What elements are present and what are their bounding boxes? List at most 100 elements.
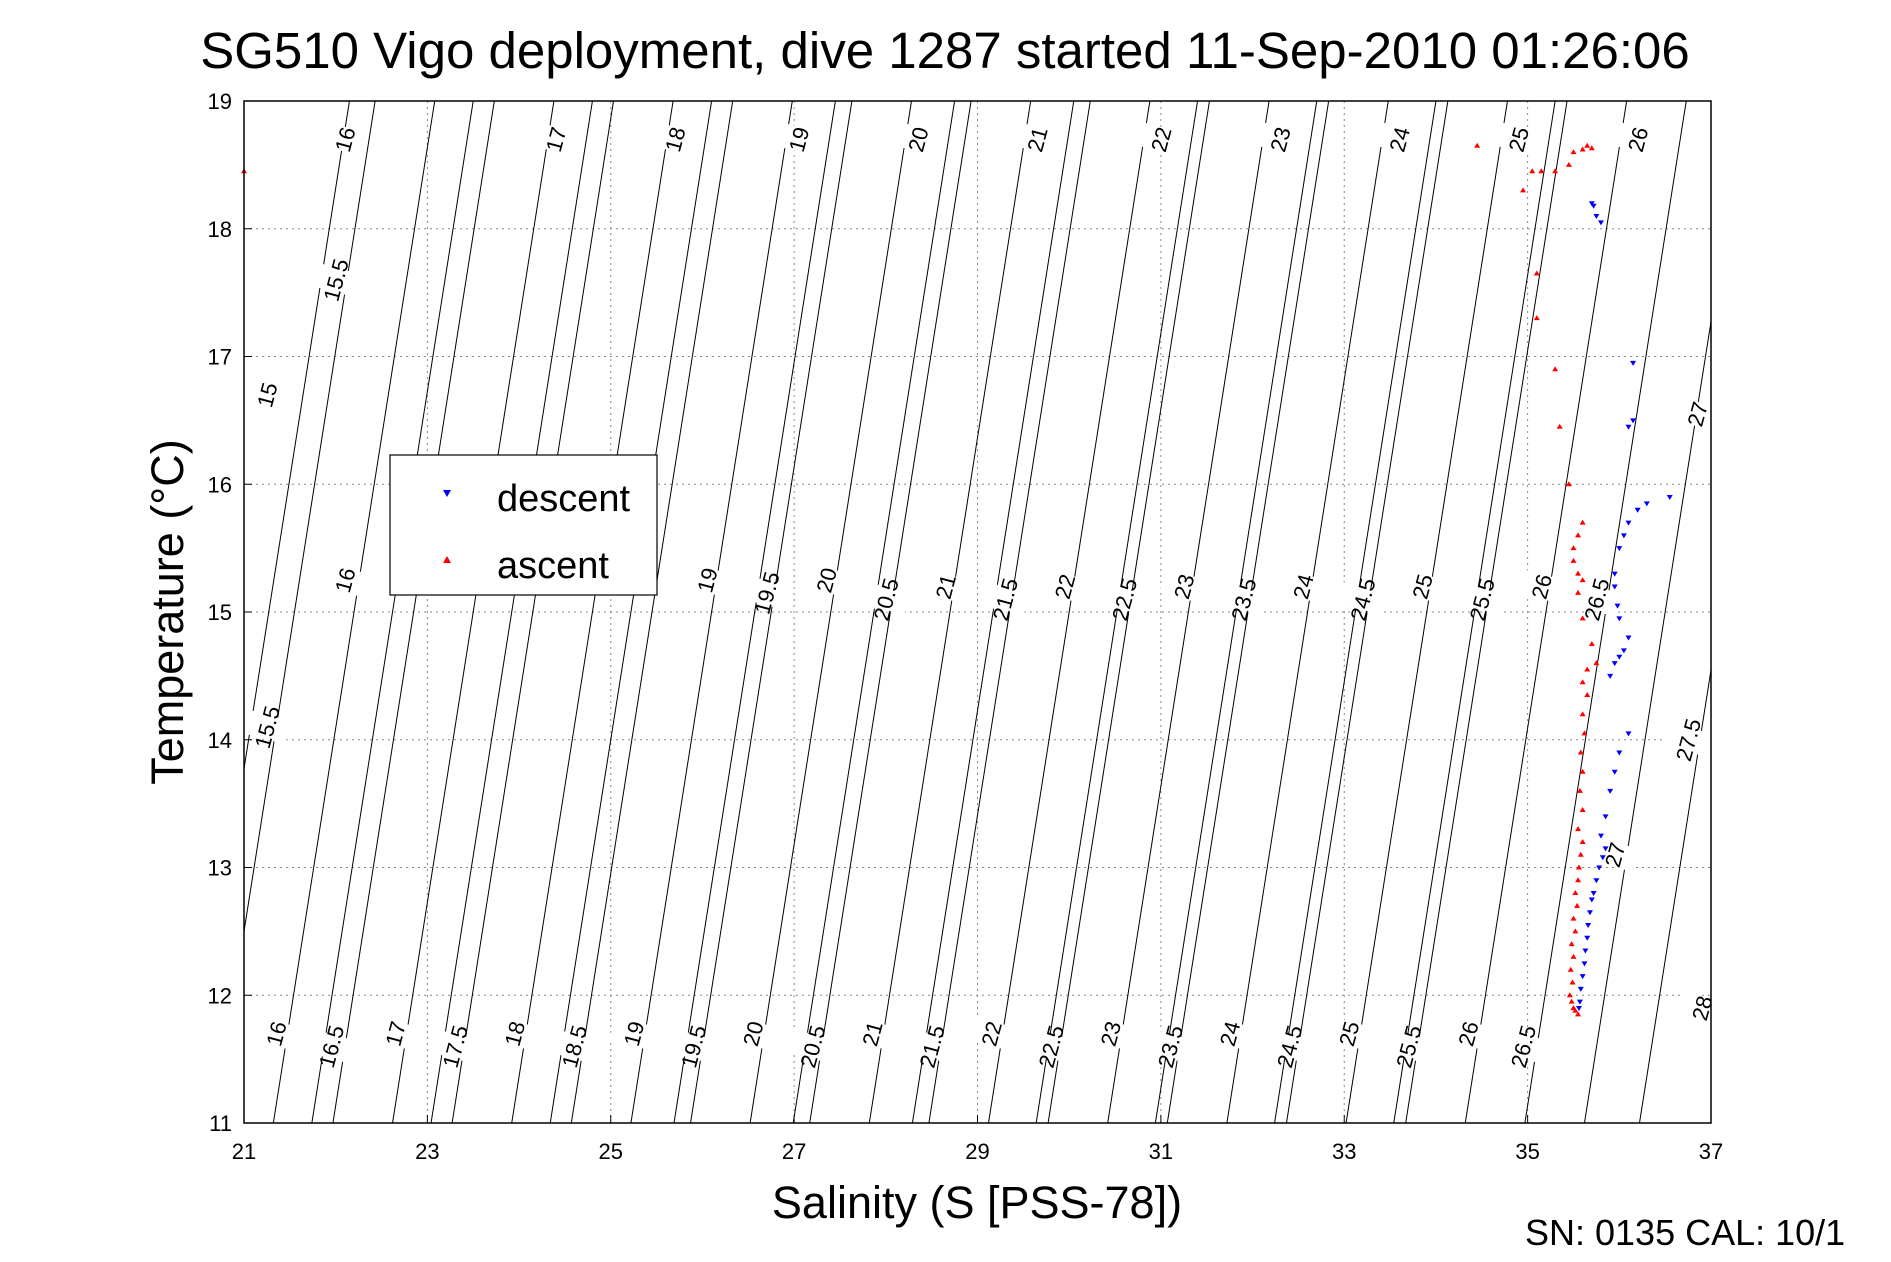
contour-label-mask: [1324, 1016, 1374, 1051]
y-tick-label: 17: [208, 345, 232, 370]
isopycnal-line: [988, 101, 1151, 1123]
ascent-point: [1572, 928, 1579, 934]
ascent-point: [1579, 768, 1586, 774]
descent-point: [1630, 418, 1637, 424]
isopycnal-line: [1345, 101, 1508, 1123]
ascent-point: [1579, 807, 1586, 813]
contour-label-mask: [1384, 1029, 1433, 1064]
ascent-point: [1572, 1007, 1579, 1013]
isopycnal-line: [630, 101, 793, 1123]
descent-point: [1586, 910, 1593, 916]
isopycnal-line: [392, 101, 555, 1123]
ascent-point: [1568, 998, 1575, 1004]
y-tick-label: 16: [208, 472, 232, 497]
contour-label-mask: [1145, 1029, 1195, 1064]
descent-point: [1577, 986, 1584, 992]
descent-point: [1576, 999, 1583, 1005]
legend-marker-ascent: [443, 556, 451, 563]
contour-label-mask: [801, 562, 851, 598]
contour-label-mask: [1219, 581, 1268, 617]
descent-point: [1590, 203, 1597, 209]
ascent-point: [1588, 640, 1595, 646]
ascent-point: [1570, 149, 1577, 155]
ascent-point: [1575, 1011, 1582, 1017]
x-tick-label: 21: [232, 1139, 256, 1164]
descent-point: [1625, 731, 1632, 737]
contour-label-mask: [1517, 569, 1566, 604]
isopycnal-line: [311, 101, 474, 1123]
isopycnal-line: [549, 101, 713, 1123]
legend: descent ascent: [389, 454, 658, 596]
isopycnal-line: [690, 101, 853, 1123]
series-descent: [1575, 201, 1673, 1012]
contour-label-mask: [980, 581, 1030, 617]
contour-label-mask: [847, 1016, 897, 1051]
isopycnal-line: [1393, 101, 1556, 1123]
ascent-point: [1575, 589, 1582, 595]
contour-label: 19.5: [676, 1023, 711, 1071]
contour-label-mask: [549, 1029, 599, 1064]
isopycnal-line: [430, 101, 593, 1123]
isopycnal-line: [272, 101, 436, 1123]
ascent-point: [1576, 787, 1583, 793]
contour-label: 27.5: [1671, 716, 1706, 764]
descent-point: [1607, 673, 1614, 679]
contour-label-mask: [311, 262, 361, 298]
contour-label: 18.5: [557, 1023, 592, 1071]
contour-label-mask: [907, 1029, 957, 1064]
contour-label-mask: [1012, 122, 1062, 157]
ascent-point: [1575, 864, 1582, 870]
grid-lines: [244, 101, 1711, 1123]
descent-point: [1611, 571, 1618, 577]
ascent-point: [1577, 749, 1584, 755]
ascent-point: [1579, 615, 1586, 621]
ascent-point: [1579, 577, 1586, 583]
ascent-point: [1566, 992, 1573, 998]
isopycnal-line: [911, 101, 1075, 1123]
ascent-point: [1584, 692, 1591, 698]
contour-label-mask: [531, 122, 581, 157]
descent-point: [1588, 201, 1595, 207]
ascent-point: [1579, 146, 1586, 152]
descent-point: [1625, 635, 1632, 641]
x-axis-ticks: 21 23 25 27 29 31 33 35 37: [232, 1115, 1723, 1164]
ascent-point: [1577, 851, 1584, 857]
isopycnal-line: [1583, 318, 1711, 1123]
ascent-point: [1588, 145, 1595, 151]
descent-point: [1590, 891, 1597, 897]
contour-label-mask: [1397, 569, 1447, 604]
ascent-point: [1570, 915, 1577, 921]
y-tick-label: 11: [209, 1111, 232, 1136]
x-tick-label: 31: [1149, 1139, 1173, 1164]
isopycnal-line: [1638, 666, 1711, 1123]
descent-point: [1616, 654, 1623, 660]
descent-point: [1616, 546, 1623, 552]
series-ascent: [241, 142, 1600, 1017]
ascent-point: [1579, 838, 1586, 844]
ascent-point: [1579, 519, 1586, 525]
isopycnal-line: [673, 101, 836, 1123]
contour-label-mask: [668, 1029, 718, 1064]
ascent-point: [1556, 423, 1563, 429]
descent-point: [1620, 533, 1627, 539]
ascent-point: [1568, 941, 1575, 947]
x-tick-label: 23: [415, 1139, 439, 1164]
contour-label-mask: [251, 1016, 301, 1051]
contour-label-mask: [306, 1029, 356, 1064]
descent-point: [1593, 213, 1600, 219]
contour-label: 21.5: [915, 1023, 950, 1071]
contour-label-mask: [966, 1016, 1016, 1051]
ascent-point: [1575, 826, 1582, 832]
descent-point: [1611, 769, 1618, 775]
contour-label-mask: [1026, 1029, 1076, 1064]
y-tick-label: 19: [208, 89, 232, 114]
descent-point: [1611, 661, 1618, 667]
x-tick-label: 29: [965, 1139, 989, 1164]
contour-label-mask: [1086, 1016, 1135, 1051]
x-axis-label: Salinity (S [PSS-78]): [772, 1177, 1182, 1228]
descent-point: [1581, 961, 1588, 967]
x-tick-label: 35: [1515, 1139, 1539, 1164]
contour-label-mask: [921, 569, 970, 604]
descent-point: [1588, 897, 1595, 903]
